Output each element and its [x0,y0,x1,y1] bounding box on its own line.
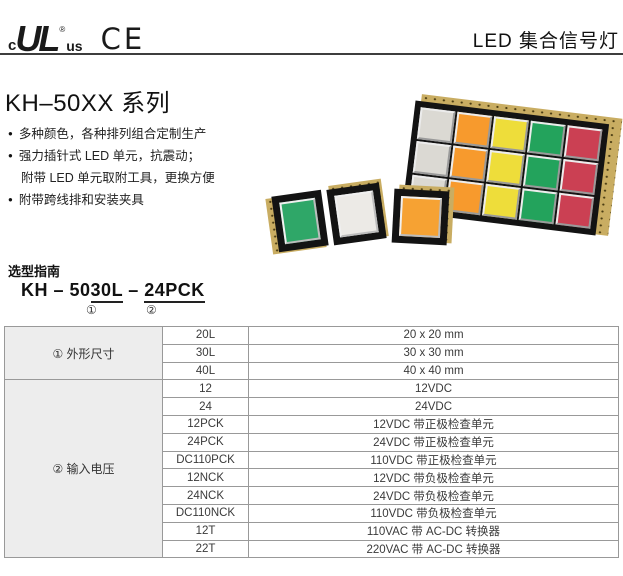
spec-section-label: ② 输入电压 [4,379,163,559]
orange-lens [398,195,443,239]
marker-voltage: ② [146,303,157,317]
feature-item: 强力插针式 LED 单元，抗震动； [8,145,258,167]
single-unit-white [326,182,387,246]
series-title: KH–50XX 系列 [5,90,171,117]
spec-code-cell: 12T [162,521,249,541]
spec-code-cell: 12PCK [162,414,249,434]
led-cell-red [563,125,603,162]
ul-c-label: c [8,37,17,54]
spec-code-cell: DC110PCK [162,450,249,470]
spec-table: ① 外形尺寸 20L 20 x 20 mm 30L 30 x 30 mm 40L… [4,325,619,559]
led-cell-red [555,192,595,229]
header-divider [0,53,623,55]
spec-desc-cell: 12VDC 带负极检查单元 [248,468,619,488]
led-cell-white [412,140,452,177]
certification-logos: c UL ® us CE [8,12,146,60]
table-row: 12PCK 12VDC 带正极检查单元 [5,414,619,434]
spec-code-cell: 24PCK [162,432,249,452]
spec-desc-cell: 110VAC 带 AC-DC 转换器 [248,521,619,541]
marker-dimension: ① [86,303,97,317]
model-separator: – [122,280,145,300]
led-cell-green [527,120,566,157]
feature-item-continuation: 附带 LED 单元取附工具，更换方便 [21,171,215,185]
spec-code-cell: 24NCK [162,486,249,505]
table-row: DC110PCK 110VDC 带正极检查单元 [5,450,619,470]
spec-desc-cell: 20 x 20 mm [248,326,619,345]
ce-mark-icon: CE [100,22,146,57]
led-cell-yellow [482,183,521,220]
led-cell-orange [449,145,489,182]
led-cell-yellow [490,116,529,153]
single-unit-orange [391,188,450,246]
table-row: 24PCK 24VDC 带正极检查单元 [5,432,619,452]
spec-code-cell: 40L [162,361,249,381]
spec-desc-cell: 40 x 40 mm [248,361,619,381]
model-prefix: KH – 50 [21,280,91,300]
table-row: 22T 220VAC 带 AC-DC 转换器 [5,539,619,559]
model-dimension-code: 30L [90,280,123,303]
spec-code-cell: 22T [162,539,249,559]
spec-code-cell: 20L [162,326,249,345]
spec-section-label: ① 外形尺寸 [4,325,163,381]
led-cell-green [518,188,558,225]
green-lens [279,197,321,245]
feature-list: 多种颜色，各种排列组合定制生产 强力插针式 LED 单元，抗震动； 附带 LED… [8,123,258,211]
spec-code-cell: 12 [162,379,249,399]
ul-us-label: us [66,38,83,54]
model-number: KH – 5030L – 24PCK [21,280,205,303]
white-lens [334,190,379,238]
selection-guide-heading: 选型指南 [8,264,61,279]
spec-desc-cell: 110VDC 带负极检查单元 [248,503,619,523]
spec-desc-cell: 110VDC 带正极检查单元 [248,450,619,470]
single-unit-green [271,189,329,253]
table-row: 40L 40 x 40 mm [5,361,619,381]
page-title: LED 集合信号灯 [472,31,619,52]
table-row: 30L 30 x 30 mm [5,343,619,363]
led-cell-yellow [486,149,525,187]
spec-code-cell: DC110NCK [162,503,249,523]
table-row: ① 外形尺寸 20L 20 x 20 mm [4,325,619,381]
spec-desc-cell: 24VDC 带负极检查单元 [248,486,619,505]
spec-code-cell: 24 [162,397,249,416]
spec-desc-cell: 12VDC 带正极检查单元 [248,414,619,434]
spec-code-cell: 30L [162,343,249,363]
registered-mark: ® [59,25,66,35]
product-photo [240,88,623,260]
led-cell-red [559,159,599,196]
spec-desc-cell: 220VAC 带 AC-DC 转换器 [248,539,619,559]
led-cell-orange [453,111,493,148]
spec-desc-cell: 24VDC [248,397,619,416]
feature-item: 多种颜色，各种排列组合定制生产 [8,123,258,145]
spec-desc-cell: 30 x 30 mm [248,343,619,363]
table-row: DC110NCK 110VDC 带负极检查单元 [5,503,619,523]
feature-item: 附带跨线排和安装夹具 [8,189,258,211]
led-cell-green [522,154,562,191]
spec-desc-cell: 24VDC 带正极检查单元 [248,432,619,452]
spec-desc-cell: 12VDC [248,379,619,399]
table-row: ② 输入电压 12 12VDC [4,379,619,559]
spec-code-cell: 12NCK [162,468,249,488]
ul-listed-icon: c UL ® us [8,18,83,60]
model-voltage-code: 24PCK [144,280,205,303]
led-cell-white [416,107,456,144]
ul-letters: UL [15,18,60,60]
